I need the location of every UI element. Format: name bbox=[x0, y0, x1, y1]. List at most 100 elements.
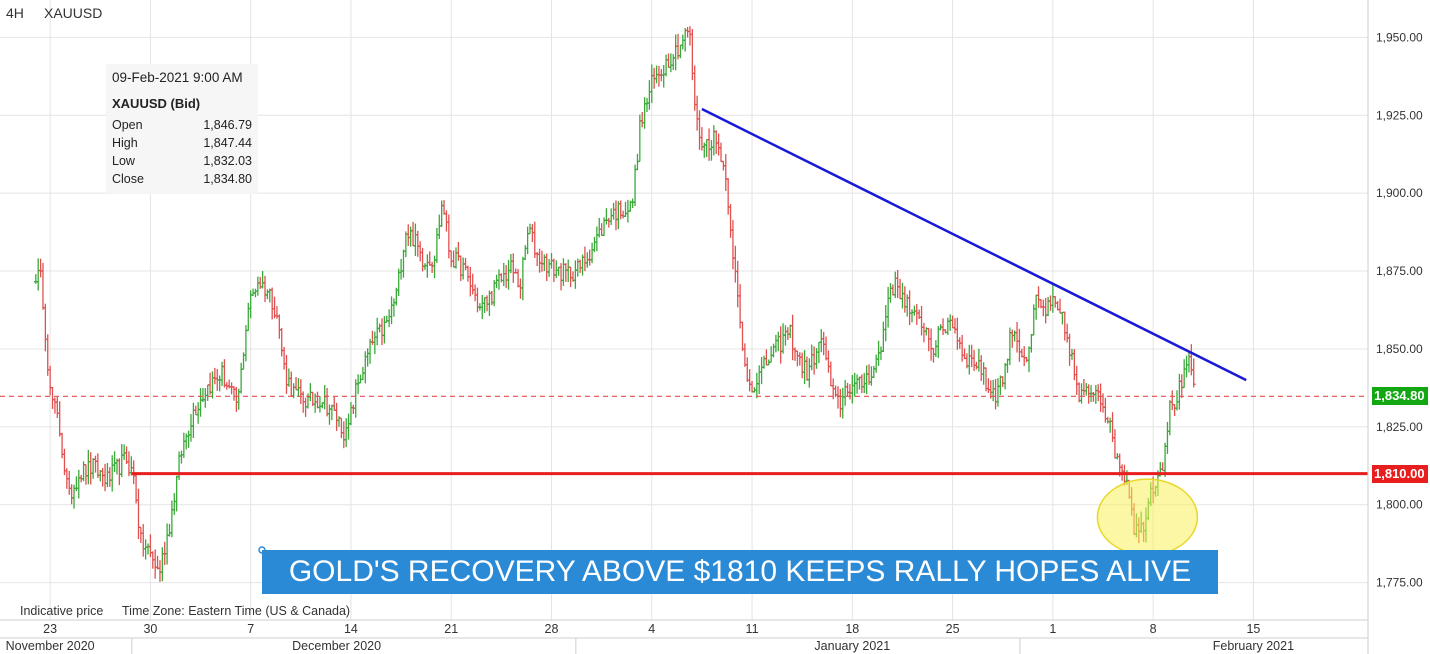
x-tick-label: 14 bbox=[344, 622, 358, 636]
ohlc-bar-up bbox=[169, 500, 174, 538]
timezone-note: Time Zone: Eastern Time (US & Canada) bbox=[122, 604, 351, 618]
ohlc-bar-down bbox=[847, 384, 852, 400]
ohlc-bar-down bbox=[274, 306, 279, 319]
ohlc-bar-down bbox=[1053, 296, 1058, 308]
ohlc-bar-down bbox=[83, 464, 88, 485]
ohlc-bar-up bbox=[191, 402, 196, 438]
ohlc-bar-up bbox=[365, 348, 370, 367]
info-row-close: Close 1,834.80 bbox=[112, 172, 252, 186]
ohlc-bar-down bbox=[697, 110, 702, 150]
ohlc-bar-up bbox=[198, 388, 203, 417]
info-row-open: Open 1,846.79 bbox=[112, 118, 252, 132]
ohlc-bar-up bbox=[174, 475, 179, 512]
ohlc-bar-up bbox=[1069, 348, 1074, 360]
ohlc-bar-down bbox=[640, 111, 645, 128]
ohlc-bar-down bbox=[57, 401, 62, 437]
ohlc-bar-up bbox=[327, 404, 332, 425]
ohlc-bar-down bbox=[456, 242, 461, 261]
ohlc-bar-down bbox=[1160, 462, 1165, 472]
ohlc-bar-down bbox=[1041, 299, 1046, 317]
ohlc-bar-up bbox=[637, 114, 642, 163]
y-tick-label: 1,775.00 bbox=[1376, 576, 1423, 590]
ohlc-bar-up bbox=[910, 309, 914, 323]
ohlc-bar-down bbox=[926, 327, 931, 352]
ohlc-bar-down bbox=[687, 26, 692, 46]
ohlc-bar-up bbox=[816, 341, 821, 364]
ohlc-bar-up bbox=[1182, 359, 1187, 389]
ohlc-bar-down bbox=[1112, 429, 1117, 459]
y-tick-label: 1,950.00 bbox=[1376, 30, 1423, 44]
ohlc-bar-up bbox=[888, 283, 893, 303]
ohlc-bar-up bbox=[401, 249, 406, 278]
ohlc-bar-up bbox=[146, 543, 151, 555]
info-symbol: XAUUSD (Bid) bbox=[112, 96, 201, 111]
ohlc-bar-up bbox=[1186, 350, 1191, 373]
x-tick-label: 11 bbox=[746, 622, 759, 636]
ohlc-bar-up bbox=[203, 388, 208, 408]
x-tick-label: 8 bbox=[1150, 622, 1157, 636]
x-tick-label: 25 bbox=[946, 622, 960, 636]
ohlc-bar-up bbox=[461, 257, 466, 280]
ohlc-bar-down bbox=[222, 359, 227, 388]
ohlc-bar-down bbox=[960, 334, 965, 362]
ohlc-bar-up bbox=[704, 138, 709, 158]
ohlc-bar-down bbox=[208, 372, 213, 395]
ohlc-bar-down bbox=[537, 248, 542, 273]
ohlc-bar-down bbox=[1170, 390, 1175, 411]
ohlc-bar-down bbox=[1191, 358, 1196, 388]
ohlc-bar-down bbox=[1074, 365, 1079, 395]
ohlc-bar-up bbox=[711, 125, 716, 156]
ohlc-bar-down bbox=[442, 200, 447, 215]
ohlc-bar-down bbox=[723, 154, 728, 191]
ohlc-bar-up bbox=[869, 366, 874, 386]
ohlc-bar-down bbox=[193, 405, 198, 416]
ohlc-bar-up bbox=[143, 539, 148, 560]
ohlc-bar-down bbox=[666, 53, 671, 68]
ohlc-bar-down bbox=[1036, 286, 1041, 308]
ohlc-bar-down bbox=[446, 214, 451, 259]
ohlc-bar-down bbox=[1172, 403, 1177, 417]
ohlc-bar-down bbox=[750, 380, 755, 393]
ohlc-bar-down bbox=[117, 458, 122, 486]
ohlc-bar-up bbox=[501, 262, 506, 287]
month-label: December 2020 bbox=[292, 639, 381, 653]
ohlc-bar-up bbox=[344, 418, 349, 448]
ohlc-bar-up bbox=[437, 214, 442, 240]
ohlc-bar-up bbox=[110, 455, 115, 492]
ohlc-bar-down bbox=[1000, 376, 1005, 387]
ohlc-bar-down bbox=[282, 346, 287, 370]
ohlc-bar-down bbox=[656, 65, 661, 87]
ohlc-bar-down bbox=[470, 273, 475, 295]
ohlc-bar-down bbox=[685, 26, 690, 38]
ohlc-bar-up bbox=[205, 384, 210, 401]
ohlc-bar-up bbox=[372, 331, 377, 355]
ohlc-bar-down bbox=[804, 356, 809, 381]
ohlc-bar-up bbox=[594, 226, 599, 252]
ohlc-bar-up bbox=[179, 450, 184, 464]
ohlc-bar-down bbox=[475, 287, 480, 313]
ohlc-bar-up bbox=[1093, 384, 1098, 404]
support-price-badge: 1,810.00 bbox=[1372, 464, 1428, 483]
ohlc-bar-down bbox=[895, 269, 900, 299]
ohlc-bar-up bbox=[496, 269, 501, 290]
ohlc-bar-up bbox=[74, 476, 79, 492]
ohlc-bar-down bbox=[107, 467, 112, 487]
ohlc-bar-up bbox=[523, 245, 528, 261]
ohlc-bar-down bbox=[790, 314, 795, 361]
ohlc-bar-up bbox=[413, 223, 418, 256]
ohlc-bar-down bbox=[582, 246, 587, 272]
ohlc-bar-up bbox=[883, 305, 888, 342]
ohlc-bar-down bbox=[458, 255, 463, 282]
ohlc-bar-up bbox=[246, 302, 251, 332]
ohlc-bar-up bbox=[683, 28, 688, 52]
ohlc-bar-up bbox=[172, 493, 177, 515]
ohlc-bar-up bbox=[757, 365, 762, 395]
ohlc-bar-up bbox=[91, 458, 96, 479]
ohlc-bar-up bbox=[260, 271, 265, 289]
ohlc-bar-up bbox=[852, 372, 857, 397]
ohlc-bar-up bbox=[389, 296, 394, 325]
ohlc-bar-down bbox=[411, 221, 416, 247]
ohlc-bar-up bbox=[773, 334, 778, 353]
ohlc-bar-up bbox=[1175, 390, 1180, 411]
headline-banner: GOLD'S RECOVERY ABOVE $1810 KEEPS RALLY … bbox=[262, 550, 1218, 594]
